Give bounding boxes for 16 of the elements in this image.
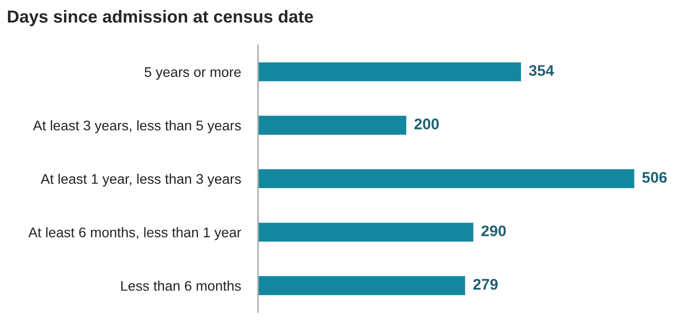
y-tick-label: At least 1 year, less than 3 years <box>40 174 241 187</box>
y-tick-label: Less than 6 months <box>121 280 241 291</box>
data-label: 279 <box>473 278 498 290</box>
bar <box>258 60 522 83</box>
bar <box>258 114 408 136</box>
chart-title: Days since admission at census date <box>8 10 314 26</box>
bar <box>258 274 466 296</box>
bar <box>258 221 475 244</box>
bar <box>258 168 635 190</box>
y-tick-label: 5 years or more <box>144 67 241 80</box>
y-tick-label: At least 3 years, less than 5 years <box>32 120 241 134</box>
y-tick-label: At least 6 months, less than 1 year <box>28 227 242 240</box>
data-label: 354 <box>528 65 554 76</box>
data-label: 506 <box>642 172 667 183</box>
data-label: 290 <box>481 225 506 236</box>
data-label: 200 <box>414 118 439 130</box>
